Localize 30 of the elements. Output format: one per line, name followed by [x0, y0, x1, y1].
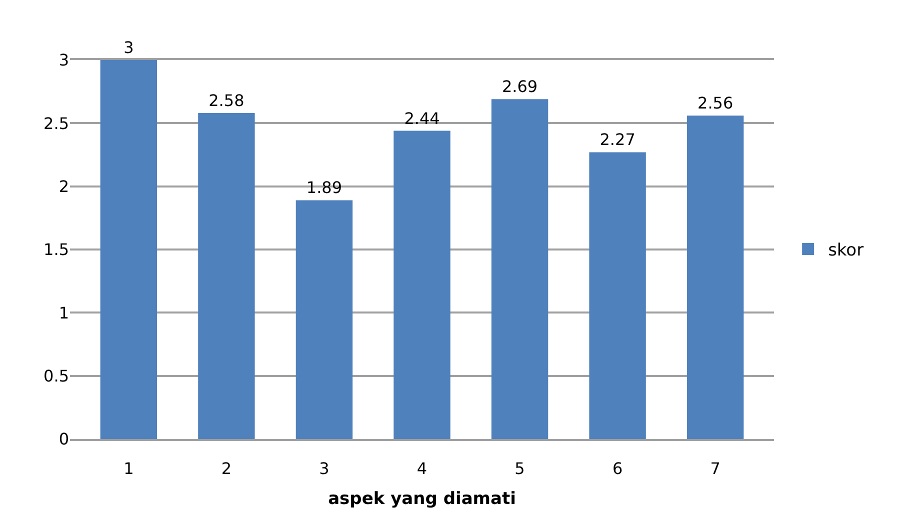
- data-label: 2.69: [502, 77, 538, 96]
- data-label: 2.58: [208, 91, 244, 110]
- x-axis-title: aspek yang diamati: [328, 488, 516, 509]
- x-tick-label: 3: [319, 458, 330, 478]
- x-tick-label: 6: [612, 458, 623, 478]
- y-tick-label: 3: [58, 50, 69, 70]
- y-tick-label: 2.5: [44, 114, 69, 133]
- data-label: 2.44: [404, 108, 440, 128]
- y-tick-label: 1.5: [44, 240, 69, 260]
- x-tick-label: 7: [710, 458, 720, 478]
- y-tick-label: 1: [58, 303, 69, 322]
- y-tick-label: 0.5: [44, 366, 69, 386]
- bar: [198, 113, 255, 439]
- legend-label: skor: [828, 240, 864, 261]
- bar: [296, 200, 353, 439]
- data-label: 2.27: [600, 130, 636, 150]
- bar: [100, 60, 158, 439]
- data-label: 3: [124, 38, 134, 57]
- bar: [686, 116, 744, 439]
- data-label: 1.89: [306, 178, 342, 198]
- x-tick-label: 5: [514, 458, 525, 478]
- bar: [491, 99, 548, 439]
- y-tick-label: 0: [58, 430, 69, 449]
- bar: [394, 130, 450, 439]
- x-tick-label: 2: [221, 458, 232, 478]
- bar: [589, 152, 646, 439]
- y-tick-label: 2: [58, 176, 69, 196]
- x-tick-label: 1: [124, 458, 134, 478]
- data-label: 2.56: [698, 94, 734, 113]
- x-tick-label: 4: [416, 458, 428, 478]
